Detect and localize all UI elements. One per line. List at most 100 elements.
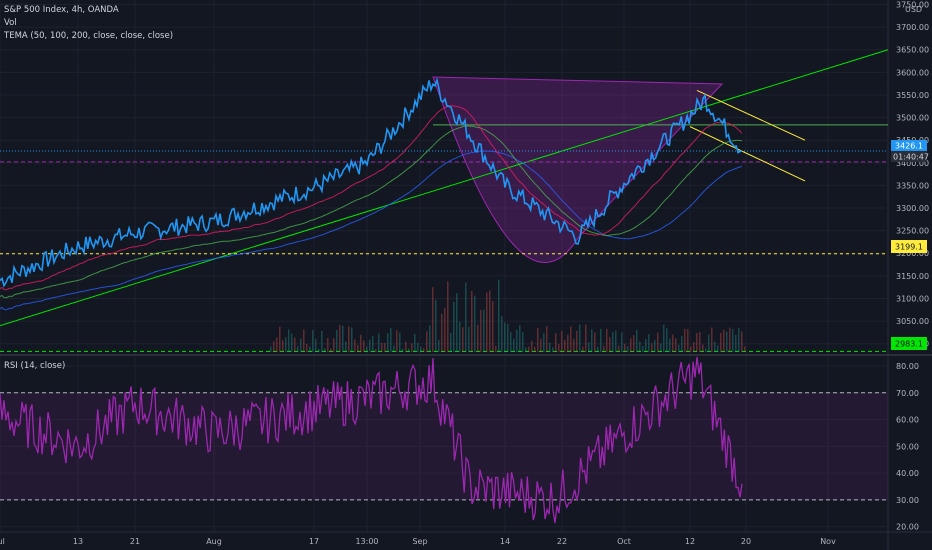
volume-bar	[354, 339, 356, 352]
volume-bar	[336, 329, 338, 352]
volume-bar	[546, 326, 548, 352]
volume-bar	[663, 324, 665, 352]
volume-bar	[480, 309, 482, 352]
tema-50-line	[0, 105, 743, 291]
time-tick-label: 13:00	[355, 537, 378, 546]
volume-bar	[321, 330, 323, 352]
volume-bar	[705, 348, 707, 352]
volume-bar	[675, 338, 677, 352]
rsi-label[interactable]: RSI (14, close)	[4, 361, 65, 371]
volume-bar	[294, 337, 296, 352]
volume-bar	[327, 337, 329, 352]
volume-bar	[444, 308, 446, 352]
volume-bar	[492, 300, 494, 352]
chart-symbol-title[interactable]: S&P 500 Index, 4h, OANDA	[4, 5, 119, 15]
volume-bar	[369, 339, 371, 352]
volume-bar	[552, 347, 554, 352]
volume-bar	[396, 330, 398, 352]
volume-label[interactable]: Vol	[4, 18, 17, 28]
volume-bar	[639, 341, 641, 352]
price-tick-label: 3550.00	[896, 91, 929, 100]
volume-bar	[366, 346, 368, 352]
volume-bar	[624, 343, 626, 352]
price-tick-label: 3650.00	[896, 46, 929, 55]
volume-bar	[693, 342, 695, 352]
volume-bar	[711, 327, 713, 352]
tema-100-line	[0, 125, 743, 299]
volume-bar	[309, 346, 311, 352]
volume-bar	[603, 346, 605, 352]
volume-bar	[285, 337, 287, 352]
volume-bar	[300, 338, 302, 352]
volume-bar	[636, 329, 638, 352]
volume-bar	[510, 332, 512, 352]
low-level-badge: 2983.1	[891, 337, 927, 350]
time-tick-label: Aug	[206, 537, 222, 546]
countdown-badge: 01:40:47	[891, 151, 929, 162]
volume-bar	[399, 332, 401, 352]
price-tick-label: 3350.00	[896, 181, 929, 190]
price-tick-label: 3750.00	[896, 1, 929, 10]
volume-bar	[402, 348, 404, 352]
time-tick-label: Jul	[0, 537, 5, 546]
volume-bar	[507, 323, 509, 352]
volume-bar	[495, 345, 497, 352]
price-tick-label: 3600.00	[896, 68, 929, 77]
channel-lower-line	[689, 126, 806, 182]
volume-bar	[423, 348, 425, 352]
tema-label[interactable]: TEMA (50, 100, 200, close, close, close)	[3, 31, 173, 41]
volume-bar	[288, 329, 290, 352]
price-tick-label: 3100.00	[896, 294, 929, 303]
volume-bar	[477, 324, 479, 352]
volume-bar	[699, 332, 701, 352]
volume-bar	[600, 329, 602, 352]
volume-bar	[735, 334, 737, 352]
tema-200-line	[0, 150, 743, 311]
volume-bar	[513, 338, 515, 352]
volume-bar	[489, 290, 491, 352]
volume-bar	[612, 332, 614, 352]
volume-bar	[387, 333, 389, 352]
time-tick-label: 14	[500, 537, 510, 546]
volume-bar	[270, 346, 272, 352]
volume-bar	[588, 342, 590, 352]
volume-bar	[585, 324, 587, 352]
rsi-tick-label: 20.00	[896, 523, 919, 532]
rsi-tick-label: 80.00	[896, 362, 919, 371]
last-price-badge: 3426.1	[891, 140, 927, 151]
volume-bar	[678, 344, 680, 352]
volume-bar	[426, 331, 428, 352]
volume-bar	[468, 326, 470, 352]
volume-bar	[708, 334, 710, 352]
volume-bar	[360, 334, 362, 352]
volume-bar	[435, 299, 437, 352]
volume-bar	[408, 348, 410, 352]
volume-bar	[654, 340, 656, 352]
volume-bar	[414, 333, 416, 352]
volume-bar	[333, 338, 335, 352]
volume-bar	[375, 348, 377, 352]
volume-bar	[465, 282, 467, 352]
volume-bar	[303, 329, 305, 352]
volume-bar	[522, 331, 524, 352]
volume-bar	[357, 344, 359, 352]
time-tick-label: Nov	[820, 537, 836, 546]
volume-bar	[417, 342, 419, 352]
volume-bar	[633, 335, 635, 352]
volume-bar	[576, 330, 578, 352]
volume-bar	[651, 343, 653, 352]
volume-bar	[282, 340, 284, 352]
volume-bar	[432, 287, 434, 352]
volume-bar	[630, 338, 632, 352]
volume-bar	[561, 331, 563, 352]
price-tick-label: 3250.00	[896, 227, 929, 236]
volume-bar	[462, 327, 464, 352]
price-tick-label: 3400.00	[896, 159, 929, 168]
price-tick-label: 3300.00	[896, 204, 929, 213]
rsi-series	[0, 356, 888, 524]
time-tick-label: 21	[130, 537, 140, 546]
rsi-tick-label: 60.00	[896, 416, 919, 425]
volume-bar	[657, 332, 659, 352]
volume-bar	[453, 301, 455, 352]
